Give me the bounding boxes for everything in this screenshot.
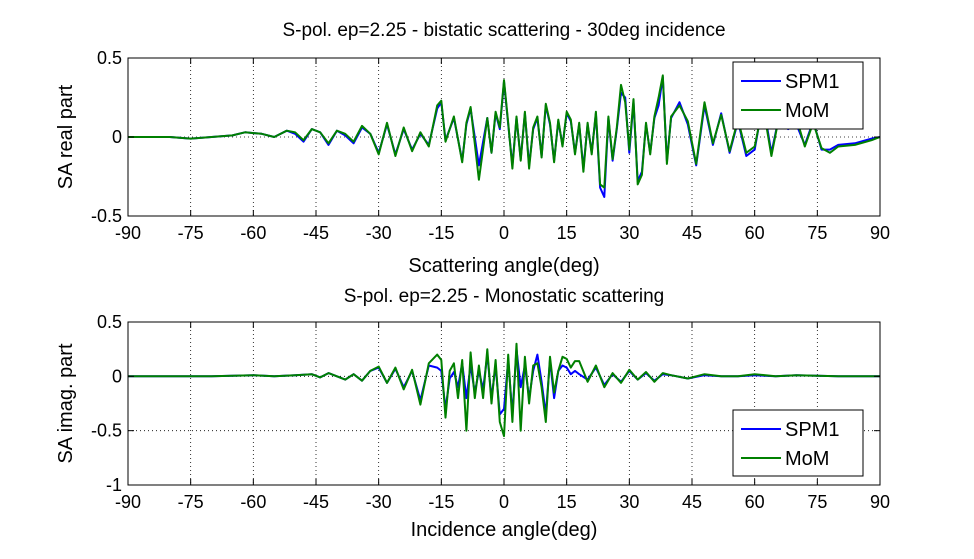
- x-tick-label: -90: [115, 223, 141, 243]
- x-tick-label: 60: [745, 492, 765, 512]
- y-tick-label: -1: [106, 475, 122, 495]
- x-tick-label: -45: [303, 492, 329, 512]
- x-tick-label: -15: [428, 223, 454, 243]
- x-tick-label: 30: [619, 223, 639, 243]
- y-tick-label: -0.5: [91, 421, 122, 441]
- x-tick-label: 15: [557, 223, 577, 243]
- x-axis-label: Scattering angle(deg): [408, 255, 599, 277]
- chart-title: S-pol. ep=2.25 - Monostatic scattering: [344, 286, 665, 307]
- series-line-mom: [128, 342, 880, 438]
- x-tick-label: 0: [499, 492, 509, 512]
- legend-label-spm1: SPM1: [785, 419, 839, 441]
- x-tick-label: 75: [807, 223, 827, 243]
- x-tick-label: 0: [499, 223, 509, 243]
- x-axis-label: Incidence angle(deg): [411, 519, 598, 541]
- y-tick-label: -0.5: [91, 206, 122, 226]
- x-tick-label: 30: [619, 492, 639, 512]
- x-tick-label: -75: [178, 223, 204, 243]
- x-tick-label: -45: [303, 223, 329, 243]
- legend-label-mom: MoM: [785, 100, 829, 122]
- x-tick-label: 45: [682, 223, 702, 243]
- x-tick-label: -60: [240, 223, 266, 243]
- legend: SPM1 MoM: [732, 61, 864, 130]
- x-tick-label: -30: [366, 223, 392, 243]
- y-tick-label: 0.5: [97, 312, 122, 332]
- y-tick-label: 0.5: [97, 48, 122, 68]
- legend-label-spm1: SPM1: [785, 71, 839, 93]
- x-tick-label: 45: [682, 492, 702, 512]
- y-tick-label: 0: [112, 366, 122, 386]
- y-axis-label: SA imag. part: [55, 343, 77, 464]
- y-tick-label: 0: [112, 127, 122, 147]
- legend-box: [732, 409, 864, 477]
- chart-2: -90 -75 -60 -45 -30 -15 0 15 30 45 60 75 90 -1 -0.5 0 0.…: [55, 286, 890, 541]
- x-tick-label: 15: [557, 492, 577, 512]
- x-tick-label: -60: [240, 492, 266, 512]
- chart-title: S-pol. ep=2.25 - bistatic scattering - 3…: [282, 20, 725, 41]
- x-tick-label: -75: [178, 492, 204, 512]
- x-tick-label: -15: [428, 492, 454, 512]
- x-tick-label: -30: [366, 492, 392, 512]
- x-tick-label: -90: [115, 492, 141, 512]
- x-tick-label: 90: [870, 492, 890, 512]
- x-tick-label: 60: [745, 223, 765, 243]
- y-axis-label: SA real part: [55, 84, 77, 189]
- legend-box: [732, 61, 864, 130]
- x-tick-label: 75: [807, 492, 827, 512]
- legend: SPM1 MoM: [732, 409, 864, 477]
- legend-label-mom: MoM: [785, 448, 829, 470]
- x-tick-label: 90: [870, 223, 890, 243]
- series-line-mom: [128, 74, 881, 189]
- chart-1: -90 -75 -60 -45 -30 -15 0 15 30 45 60 75 90 -0.5 0 0.5 S…: [55, 20, 890, 277]
